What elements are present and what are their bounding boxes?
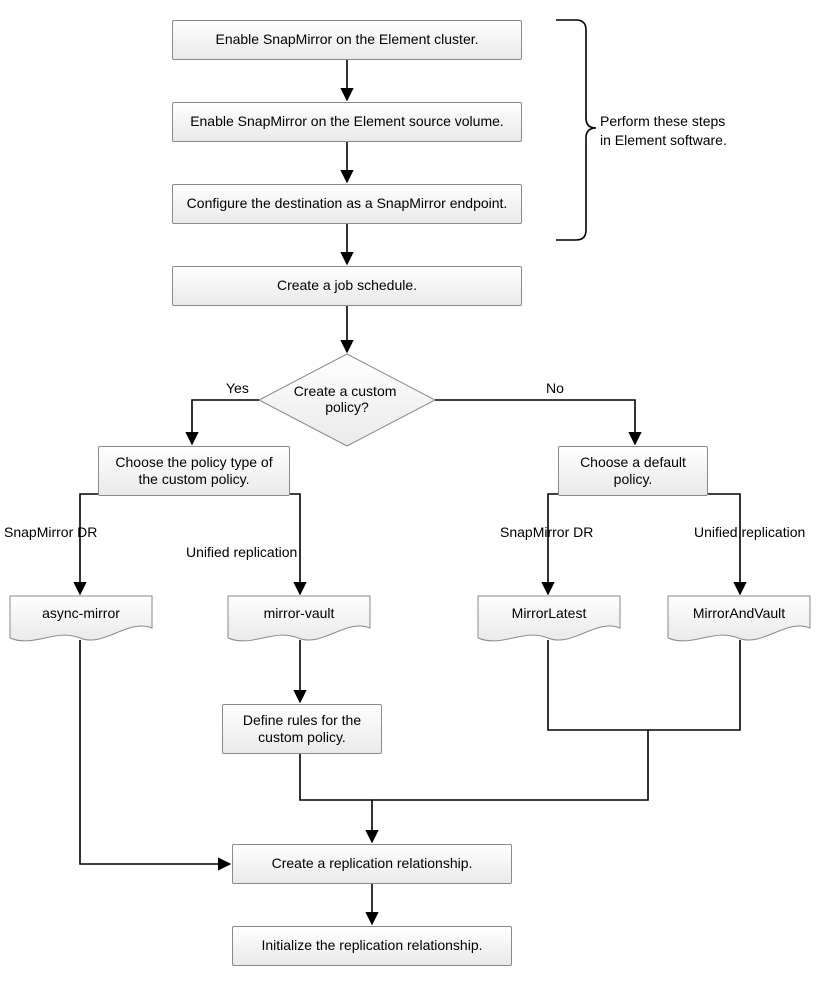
define-rules: Define rules for thecustom policy. (222, 704, 382, 754)
no-label: No (546, 380, 564, 396)
async-mirror-label: async-mirror (10, 598, 152, 628)
flowchart-canvas: Create a custom policy? (0, 0, 823, 987)
label-snapmirror-dr-left: SnapMirror DR (4, 524, 97, 540)
choose-custom-policy: Choose the policy type ofthe custom poli… (98, 446, 290, 496)
mirror-and-vault-label: MirrorAndVault (668, 598, 810, 628)
group-bracket (556, 20, 596, 240)
yes-label: Yes (226, 380, 249, 396)
init-relationship: Initialize the replication relationship. (232, 926, 512, 966)
label-snapmirror-dr-right: SnapMirror DR (500, 524, 593, 540)
step-1: Enable SnapMirror on the Element cluster… (172, 20, 522, 60)
create-relationship: Create a replication relationship. (232, 844, 512, 884)
step-2: Enable SnapMirror on the Element source … (172, 102, 522, 142)
side-note-line1: Perform these steps (600, 113, 725, 129)
choose-default-policy: Choose a defaultpolicy. (558, 446, 708, 496)
step-4: Create a job schedule. (172, 266, 522, 306)
mirror-vault-label: mirror-vault (228, 598, 370, 628)
label-unified-right: Unified replication (694, 524, 805, 540)
label-unified-left: Unified replication (186, 544, 297, 560)
step-3: Configure the destination as a SnapMirro… (172, 184, 522, 224)
side-note: Perform these steps in Element software. (600, 112, 727, 150)
mirror-latest-label: MirrorLatest (478, 598, 620, 628)
side-note-line2: in Element software. (600, 132, 727, 148)
